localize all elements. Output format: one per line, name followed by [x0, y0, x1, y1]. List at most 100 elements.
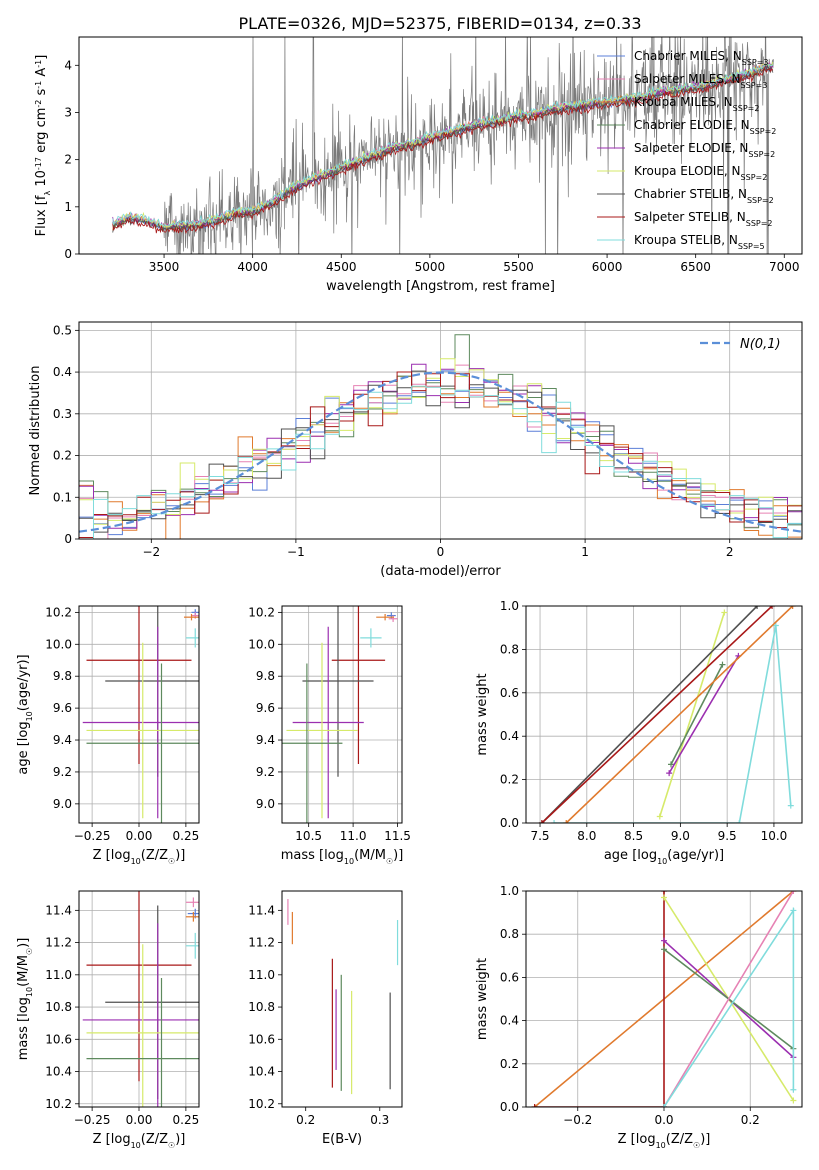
x-tick-label: 8.5 [624, 829, 643, 843]
x-axis-label: Z [log10(Z/Z☉)] [93, 848, 186, 866]
y-tick-label: 3 [64, 105, 72, 119]
plot-area-age_vs_Z [82, 606, 199, 823]
weight-line [663, 891, 795, 1107]
x-axis-label: Z [log10(Z/Z☉)] [93, 1132, 186, 1150]
error-bar-kroupa-miles [185, 911, 199, 922]
error-bar-salpeter-stelib [86, 891, 192, 1082]
y-tick-label: 9.4 [256, 733, 275, 747]
plot-area-spectrum [112, 37, 774, 254]
weight-marker [661, 937, 667, 944]
x-tick-label: 11.0 [340, 829, 367, 843]
weight-marker [736, 820, 743, 823]
residual-legend: N(0,1) [700, 337, 781, 352]
y-tick-label: 0.5 [53, 323, 72, 337]
y-tick-label: 10.0 [248, 637, 275, 651]
weight-marker [721, 609, 728, 616]
legend-label: Chabrier ELODIE, NSSP=2 [634, 118, 776, 136]
y-tick-label: 10.6 [248, 1032, 275, 1046]
error-bar-salpeter-stelib [86, 606, 192, 764]
error-bar-kroupa-miles [184, 613, 199, 621]
y-tick-label: 11.4 [45, 903, 72, 917]
x-tick-label: 6500 [680, 260, 711, 274]
y-tick-label: 0.8 [500, 642, 519, 656]
error-bar-kroupa-stelib [360, 628, 382, 648]
y-tick-label: 10.2 [248, 605, 275, 619]
y-tick-label: 0.6 [500, 970, 519, 984]
y-tick-label: 11.2 [248, 936, 275, 950]
x-tick-label: 0.00 [126, 829, 153, 843]
weight-marker [790, 1097, 797, 1104]
histogram-kroupa-elodie [79, 358, 802, 525]
weight-marker [789, 606, 796, 609]
y-tick-label: 0 [64, 247, 72, 261]
axes-age_vs_Z: −0.25 0.00 0.25 9.0 9.2 9.4 9.6 9.8 10.0 10.2 Z [l… [16, 605, 200, 866]
y-tick-label: 10.4 [45, 1065, 72, 1079]
y-tick-label: 9.2 [256, 765, 275, 779]
model-spectrum-kroupa-stelib [112, 63, 774, 227]
legend-label: Salpeter STELIB, NSSP=2 [634, 210, 773, 228]
weight-line [663, 907, 795, 1107]
error-bar-kroupa-elodie [286, 642, 358, 819]
weight-line [541, 606, 773, 823]
error-bar-salpeter-miles [185, 897, 199, 908]
y-tick-label: 9.8 [256, 669, 275, 683]
error-bar-salpeter-elodie [292, 626, 364, 819]
x-tick-label: 10.0 [761, 829, 788, 843]
plot-area-mass_vs_ebv [287, 899, 399, 1095]
x-tick-label: −1 [287, 545, 305, 559]
x-tick-label: 4500 [326, 260, 357, 274]
x-tick-label: −2 [142, 545, 160, 559]
x-tick-label: 5000 [415, 260, 446, 274]
y-tick-label: 9.0 [53, 797, 72, 811]
legend-label: Chabrier STELIB, NSSP=2 [634, 187, 774, 205]
error-bar-salpeter-elodie [82, 626, 199, 819]
y-tick-label: 0.4 [53, 365, 72, 379]
legend-label: Kroupa STELIB, NSSP=5 [634, 233, 765, 251]
y-tick-label: 2 [64, 153, 72, 167]
y-axis-label: Normed distribution [28, 366, 43, 496]
weight-line-kroupa-stelib [551, 622, 794, 823]
x-axis-label: age [log10(age/yr)] [604, 848, 724, 866]
x-axis-label: Z [log10(Z/Z☉)] [618, 1132, 711, 1150]
y-tick-label: 9.2 [53, 765, 72, 779]
figure-title: PLATE=0326, MJD=52375, FIBERID=0134, z=0… [238, 14, 641, 33]
legend-label: Kroupa MILES, NSSP=2 [634, 95, 759, 113]
error-bar-kroupa-stelib [185, 932, 199, 959]
weight-marker [661, 1104, 667, 1107]
plot-area-residuals [79, 334, 802, 539]
y-tick-label: 4 [64, 58, 72, 72]
error-bar-salpeter-miles [191, 612, 199, 619]
x-tick-label: 7.5 [530, 829, 549, 843]
x-tick-label: 0.00 [126, 1113, 153, 1127]
weight-line-salpeter-miles [661, 891, 797, 1107]
error-bar-kroupa-elodie [86, 642, 199, 819]
y-tick-label: 10.4 [248, 1065, 275, 1079]
plot-area-mass_weight_vs_age [538, 606, 796, 823]
axes-age_vs_mass: 10.5 11.0 11.5 9.0 9.2 9.4 9.6 9.8 10.0 10.2 mass … [248, 605, 411, 865]
weight-marker [531, 1104, 538, 1107]
weight-line-salpeter-stelib [531, 891, 667, 1107]
weight-marker [790, 891, 797, 894]
x-tick-label: 0.0 [654, 1113, 673, 1127]
x-tick-label: 0.2 [296, 1113, 315, 1127]
weight-marker [772, 622, 779, 629]
y-axis-label: Flux [fλ 10-17 erg cm-2 s-1 A-1] [34, 55, 52, 237]
y-axis-label: mass [log10(M/M☉)] [16, 938, 34, 1061]
y-tick-label: 1 [64, 200, 72, 214]
x-tick-label: 0.2 [741, 1113, 760, 1127]
axes-mass_vs_Z: −0.25 0.00 0.25 10.2 10.4 10.6 10.8 11.0 11.2 11.… [16, 890, 200, 1150]
legend-label: Salpeter ELODIE, NSSP=2 [634, 141, 775, 159]
x-tick-label: 3500 [149, 260, 180, 274]
y-tick-label: 0.2 [500, 1057, 519, 1071]
y-axis-label: mass weight [475, 958, 490, 1040]
y-axis-label: mass weight [475, 673, 490, 755]
plot-area-mass_weight_vs_Z [531, 891, 797, 1107]
spectrum-legend: Chabrier MILES, NSSP=3 Salpeter MILES, NS… [597, 49, 776, 251]
error-bar-salpeter-elodie [82, 923, 199, 1107]
axes-residuals: −2 −1 0 1 2 0 0.1 0.2 0.3 0.4 0.5 (data-model)/erro… [28, 321, 803, 579]
x-tick-label: 4000 [237, 260, 268, 274]
x-tick-label: 2 [726, 545, 734, 559]
y-tick-label: 0.1 [53, 490, 72, 504]
error-bar-chabrier-elodie [282, 663, 343, 823]
y-tick-label: 0.4 [500, 1014, 519, 1028]
